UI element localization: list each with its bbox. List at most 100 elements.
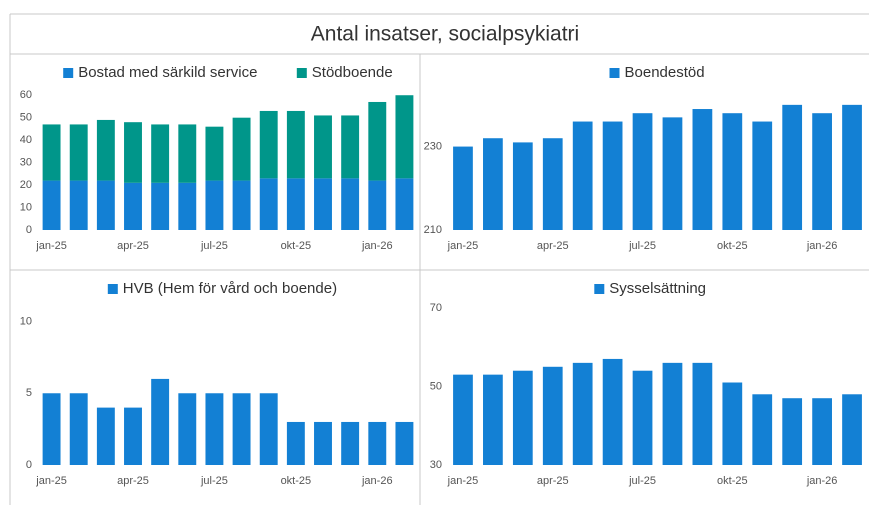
y-tick-label: 210 [424, 224, 442, 236]
bar [124, 182, 142, 230]
x-tick-label: jan-26 [361, 240, 393, 252]
y-tick-label: 50 [20, 112, 32, 124]
bar [602, 121, 623, 230]
bar [69, 124, 88, 181]
bar [812, 398, 832, 465]
y-tick-label: 10 [20, 201, 32, 213]
bar [259, 110, 278, 179]
y-tick-label: 30 [430, 459, 442, 471]
x-tick-label: apr-25 [537, 475, 569, 487]
bar [842, 104, 862, 230]
x-tick-label: jul-25 [628, 475, 656, 487]
x-tick-label: okt-25 [281, 240, 312, 252]
bar [572, 121, 593, 230]
bar [232, 180, 251, 230]
x-tick-label: jul-25 [200, 240, 228, 252]
bar [124, 407, 142, 465]
x-tick-label: okt-25 [281, 475, 312, 487]
bar [69, 180, 88, 230]
x-tick-label: jan-25 [35, 475, 67, 487]
bar [96, 407, 115, 465]
bar [542, 366, 563, 465]
bar [692, 362, 713, 465]
bar [178, 182, 197, 230]
x-tick-label: apr-25 [117, 475, 149, 487]
bar [178, 393, 197, 465]
bar [314, 115, 332, 179]
y-tick-label: 40 [20, 134, 32, 146]
bar [368, 101, 387, 181]
legend-label: Sysselsättning [609, 280, 706, 297]
bar [42, 124, 61, 181]
bar [752, 394, 773, 465]
legend-label: Bostad med särkild service [78, 64, 257, 81]
bar [205, 126, 224, 181]
x-tick-label: jul-25 [200, 475, 228, 487]
bar [368, 180, 387, 230]
bar [782, 104, 803, 230]
x-tick-label: jan-26 [806, 240, 838, 252]
bar [178, 124, 197, 183]
bar [395, 178, 414, 230]
bar [722, 113, 743, 230]
legend-label: Stödboende [312, 64, 393, 81]
x-tick-label: jan-25 [447, 475, 479, 487]
x-tick-label: jan-26 [806, 475, 838, 487]
bar [151, 378, 170, 465]
bar [286, 421, 305, 465]
bar [692, 109, 713, 230]
bar [286, 178, 305, 230]
bar [42, 180, 61, 230]
legend-swatch [107, 284, 118, 294]
bar [395, 421, 414, 465]
y-tick-label: 60 [20, 89, 32, 101]
y-tick-label: 10 [20, 315, 32, 327]
bar [151, 182, 170, 230]
legend-swatch [594, 284, 605, 294]
bar [453, 374, 473, 465]
y-tick-label: 70 [430, 302, 442, 314]
bar [395, 95, 414, 179]
bar [286, 110, 305, 179]
x-tick-label: okt-25 [717, 475, 748, 487]
bar [842, 394, 862, 465]
bar [453, 146, 473, 230]
legend-swatch [609, 68, 620, 78]
bar [782, 398, 803, 465]
bar [602, 358, 623, 465]
bar [259, 393, 278, 465]
y-tick-label: 0 [26, 459, 32, 471]
bar [662, 117, 683, 230]
x-tick-label: okt-25 [717, 240, 748, 252]
y-tick-label: 5 [26, 387, 32, 399]
bar [812, 113, 832, 230]
bar [69, 393, 88, 465]
bar [572, 362, 593, 465]
bar [341, 178, 360, 230]
legend-swatch [63, 68, 74, 78]
bar [232, 393, 251, 465]
bar [368, 421, 387, 465]
bar [124, 122, 142, 183]
legend-label: Boendestöd [625, 64, 705, 81]
bar [96, 180, 115, 230]
bar [259, 178, 278, 230]
y-tick-label: 20 [20, 179, 32, 191]
x-tick-label: jan-25 [35, 240, 67, 252]
bar [632, 370, 653, 465]
bar [96, 119, 115, 181]
y-tick-label: 230 [424, 140, 442, 152]
bar [341, 421, 360, 465]
y-tick-label: 30 [20, 157, 32, 169]
x-tick-label: apr-25 [117, 240, 149, 252]
y-tick-label: 0 [26, 224, 32, 236]
bar [512, 370, 533, 465]
bar [151, 124, 170, 183]
bar [205, 180, 224, 230]
bar [662, 362, 683, 465]
x-tick-label: jan-26 [361, 475, 393, 487]
bar [42, 393, 61, 465]
bar [483, 138, 503, 230]
bar [483, 374, 503, 465]
